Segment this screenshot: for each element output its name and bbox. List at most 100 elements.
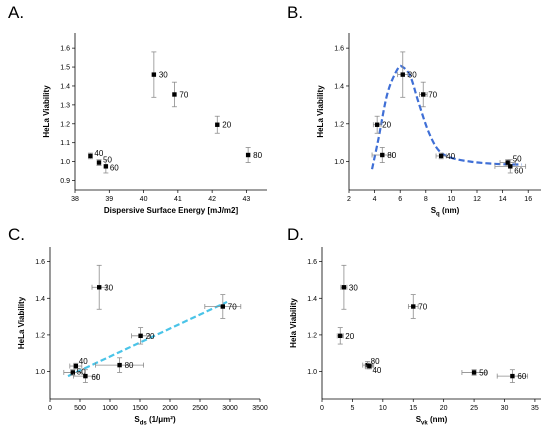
y-tick-label: 1.6 [60, 46, 70, 53]
x-tick-label: 42 [208, 196, 216, 203]
x-tick-label: 4 [373, 196, 377, 203]
point-label: 50 [77, 367, 86, 376]
point-label: 40 [94, 149, 103, 158]
data-point-20: 20 [131, 327, 155, 345]
data-point-40: 40 [364, 362, 382, 375]
data-point-30: 30 [340, 264, 358, 310]
data-point-40: 40 [69, 357, 88, 370]
point-label: 40 [446, 152, 455, 161]
point-label: 70 [228, 303, 237, 312]
data-point-70: 70 [171, 81, 189, 108]
data-point-80: 80 [95, 357, 145, 373]
y-tick-label: 0.9 [60, 178, 70, 185]
x-tick-label: 8 [424, 196, 428, 203]
x-axis-title: Sds (1/μm²) [134, 415, 176, 427]
y-tick-label: 1.0 [60, 159, 70, 166]
y-tick-label: 1.6 [307, 259, 317, 266]
x-tick-label: 15 [409, 405, 417, 412]
point-label: 60 [91, 373, 100, 382]
data-marker [70, 370, 75, 375]
data-point-70: 70 [418, 81, 438, 108]
x-tick-label: 16 [524, 196, 532, 203]
x-tick-label: 39 [105, 196, 113, 203]
x-tick-label: 25 [470, 405, 478, 412]
panel-letter: B. [287, 3, 303, 22]
x-tick-label: 38 [71, 196, 79, 203]
data-marker [83, 373, 88, 379]
y-tick-label: 1.2 [307, 332, 317, 339]
x-tick-label: 3500 [252, 405, 268, 412]
data-marker [96, 160, 102, 165]
data-marker [367, 363, 372, 369]
x-tick-label: 6 [398, 196, 402, 203]
y-tick-label: 1.6 [35, 259, 45, 266]
x-tick-label: 2 [347, 196, 351, 203]
x-tick-label: 10 [379, 405, 387, 412]
point-label: 30 [104, 283, 113, 292]
point-label: 70 [418, 303, 427, 312]
point-label: 40 [79, 357, 88, 366]
data-point-60: 60 [103, 159, 119, 174]
data-point-40: 40 [435, 152, 456, 161]
x-tick-label: 3000 [222, 405, 238, 412]
data-point-20: 20 [336, 327, 355, 345]
fit-line [370, 64, 522, 170]
point-label: 20 [345, 332, 354, 341]
data-marker [88, 153, 93, 159]
data-marker [245, 152, 251, 158]
point-label: 50 [513, 155, 522, 164]
point-label: 30 [159, 71, 168, 80]
point-label: 20 [222, 121, 231, 130]
x-tick-label: 500 [74, 405, 86, 412]
y-tick-label: 1.2 [35, 332, 45, 339]
x-tick-label: 43 [243, 196, 251, 203]
y-axis-title: HeLa Viability [316, 85, 325, 138]
x-tick-label: 41 [174, 196, 182, 203]
data-point-60: 60 [496, 369, 529, 383]
x-tick-label: 20 [440, 405, 448, 412]
data-marker [341, 285, 347, 290]
data-marker [73, 363, 78, 369]
point-label: 30 [349, 283, 358, 292]
point-label: 20 [146, 332, 155, 341]
y-tick-label: 1.4 [307, 296, 317, 303]
y-tick-label: 1.0 [334, 159, 344, 166]
data-point-70: 70 [407, 294, 428, 319]
data-marker [97, 285, 102, 290]
point-label: 60 [514, 166, 523, 175]
data-point-60: 60 [494, 159, 527, 175]
point-label: 70 [179, 90, 188, 99]
point-label: 80 [387, 151, 396, 160]
data-point-20: 20 [372, 115, 392, 134]
data-marker [411, 304, 416, 309]
y-tick-label: 1.2 [334, 121, 344, 128]
x-tick-label: 1500 [132, 405, 148, 412]
x-tick-label: 0 [320, 405, 324, 412]
data-point-80: 80 [245, 147, 263, 163]
point-label: 80 [253, 151, 262, 160]
y-tick-label: 1.5 [60, 65, 70, 72]
x-tick-label: 14 [499, 196, 507, 203]
data-marker [471, 370, 477, 375]
y-axis-title: HeLa Viability [42, 85, 51, 138]
point-label: 20 [382, 121, 391, 130]
point-label: 80 [371, 357, 380, 366]
x-tick-label: 2500 [192, 405, 208, 412]
point-label: 40 [372, 366, 381, 375]
data-marker [215, 122, 220, 127]
x-tick-label: 2000 [162, 405, 178, 412]
data-marker [220, 304, 225, 309]
x-tick-label: 30 [501, 405, 509, 412]
y-axis-title: Hela Viability [289, 298, 298, 348]
data-point-30: 30 [91, 264, 114, 310]
x-axis-title: Dispersive Surface Energy [mJ/m2] [104, 206, 239, 215]
x-tick-label: 10 [448, 196, 456, 203]
data-marker [172, 92, 177, 97]
data-marker [380, 152, 385, 158]
data-marker [374, 122, 380, 127]
point-label: 80 [125, 361, 134, 370]
y-tick-label: 1.4 [60, 83, 70, 90]
x-axis-title: Sq (nm) [431, 206, 460, 218]
x-tick-label: 0 [48, 405, 52, 412]
